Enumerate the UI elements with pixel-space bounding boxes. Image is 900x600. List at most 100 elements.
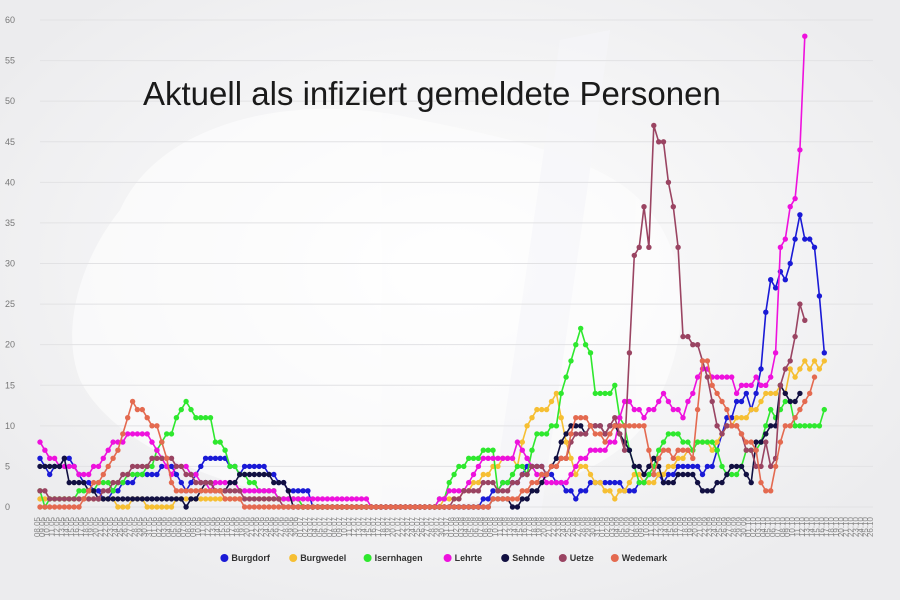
x-tick-label: 30.06 <box>291 516 300 537</box>
series-layer <box>37 33 827 510</box>
x-tick-label: 19.06 <box>238 516 247 537</box>
data-point <box>305 488 311 494</box>
data-point <box>237 496 243 502</box>
data-point <box>612 382 618 388</box>
data-point <box>675 431 681 437</box>
data-point <box>129 471 136 478</box>
data-point <box>129 496 136 502</box>
data-point <box>129 463 136 470</box>
data-point <box>319 504 326 510</box>
y-tick-label: 50 <box>5 96 15 106</box>
x-tick-label: 27.09 <box>725 516 734 537</box>
x-tick-label: 02.07 <box>301 516 310 537</box>
data-point <box>670 406 676 413</box>
data-point <box>729 471 735 478</box>
x-tick-label: 13.06 <box>208 516 217 537</box>
data-point <box>504 479 511 486</box>
data-point <box>539 406 545 413</box>
data-point <box>154 455 160 461</box>
x-tick-label: 22.07 <box>398 516 407 537</box>
data-point <box>733 423 740 429</box>
x-tick-label: 11.10 <box>793 516 802 536</box>
data-point <box>90 463 97 470</box>
data-point <box>120 496 126 502</box>
x-tick-label: 15.07 <box>364 516 373 537</box>
data-point <box>193 471 199 478</box>
data-point <box>159 504 165 510</box>
data-point <box>276 504 282 510</box>
x-tick-label: 20.07 <box>389 516 398 537</box>
data-point <box>558 455 564 461</box>
data-point <box>646 471 652 478</box>
data-point <box>95 463 102 470</box>
data-point <box>485 504 491 510</box>
data-point <box>217 488 223 494</box>
data-point <box>529 415 535 421</box>
data-point <box>665 471 672 478</box>
data-point <box>602 488 608 494</box>
data-point <box>685 471 691 478</box>
legend-label: Isernhagen <box>375 553 423 563</box>
x-tick-label: 28.05 <box>130 516 139 537</box>
data-point <box>81 488 87 494</box>
x-tick-label: 25.07 <box>413 516 422 537</box>
data-point <box>514 479 521 486</box>
data-point <box>480 455 486 461</box>
data-point <box>125 496 131 502</box>
data-point <box>490 447 496 453</box>
data-point <box>76 488 82 494</box>
data-point <box>543 431 550 437</box>
x-tick-label: 22.08 <box>549 516 558 537</box>
data-point <box>202 488 209 494</box>
data-point <box>188 496 194 502</box>
data-point <box>753 374 759 380</box>
x-tick-label: 04.09 <box>613 516 622 537</box>
x-tick-label: 07.10 <box>773 516 782 537</box>
x-tick-label: 24.06 <box>262 516 271 537</box>
data-point <box>724 471 730 478</box>
data-point <box>524 488 530 494</box>
data-point <box>373 504 379 510</box>
x-tick-label: 19.10 <box>832 516 841 537</box>
data-point <box>266 504 272 510</box>
x-tick-label: 27.06 <box>277 516 286 537</box>
data-point <box>607 488 613 494</box>
data-point <box>47 496 53 502</box>
data-point <box>729 463 735 470</box>
x-tick-label: 24.07 <box>408 516 417 537</box>
data-point <box>212 496 219 502</box>
data-point <box>86 488 92 494</box>
x-tick-label: 16.05 <box>72 516 81 537</box>
data-point <box>339 504 345 510</box>
data-point <box>149 496 155 502</box>
x-tick-label: 03.09 <box>608 516 617 537</box>
data-point <box>164 504 170 510</box>
data-point <box>758 382 764 388</box>
data-point <box>76 504 82 510</box>
data-point <box>719 431 725 437</box>
data-point <box>178 463 184 470</box>
data-point <box>636 423 642 429</box>
data-point <box>651 122 657 129</box>
data-point <box>120 504 126 510</box>
data-point <box>134 431 141 437</box>
data-point <box>694 439 701 445</box>
data-point <box>514 496 521 502</box>
data-point <box>534 471 540 478</box>
data-point <box>485 447 491 453</box>
data-point <box>202 455 209 461</box>
data-point <box>134 406 141 413</box>
data-point <box>738 398 745 405</box>
x-tick-label: 03.07 <box>306 516 315 537</box>
data-point <box>709 488 715 494</box>
x-tick-label: 12.10 <box>798 516 807 537</box>
data-point <box>475 463 482 470</box>
x-tick-label: 13.10 <box>803 516 812 537</box>
x-tick-label: 27.05 <box>126 516 135 537</box>
data-point <box>563 479 569 486</box>
data-point <box>802 317 808 323</box>
data-point <box>646 244 652 250</box>
data-point <box>694 342 701 348</box>
data-point <box>90 496 97 502</box>
x-tick-label: 17.09 <box>676 516 685 537</box>
